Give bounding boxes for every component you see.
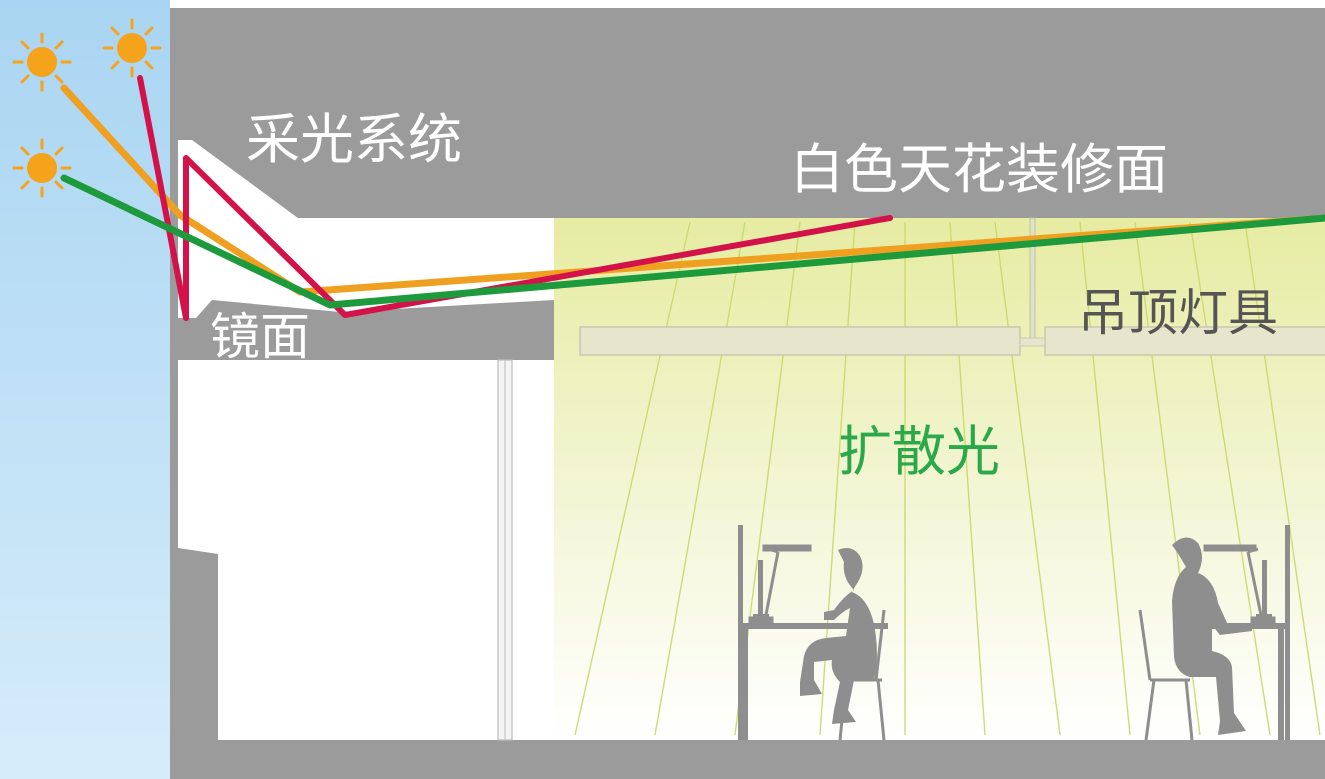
- person-silhouette: [1172, 537, 1252, 735]
- ray-orange: [60, 84, 1325, 296]
- desk-top: [738, 623, 888, 629]
- low-cabinet: [178, 548, 218, 740]
- luminaire-joint: [1019, 337, 1046, 347]
- corridor-interior: [178, 360, 554, 740]
- desk-lamp-icon: [748, 544, 812, 625]
- label-daylighting-system: 采光系统: [246, 108, 462, 171]
- sun-icon: [102, 18, 162, 78]
- monitor-icon: [1256, 560, 1272, 620]
- building-frame-left: [170, 8, 178, 779]
- light-rays: [60, 75, 1325, 321]
- chair-icon: [838, 609, 886, 741]
- chair-icon: [1138, 609, 1194, 741]
- desk-leg: [1278, 629, 1284, 740]
- label-diffuse-light: 扩散光: [838, 420, 1000, 483]
- sun-icon: [12, 138, 72, 198]
- monitor-icon: [753, 560, 769, 620]
- desk-partition: [738, 525, 743, 740]
- floor-slab: [170, 740, 1325, 779]
- label-ceiling-luminaire: 吊顶灯具: [1078, 284, 1278, 342]
- sky: [0, 0, 170, 779]
- label-mirror: 镜面: [210, 308, 310, 366]
- desk-leg: [742, 629, 748, 740]
- duct-floor-slab: [178, 300, 554, 360]
- ray-red: [137, 75, 893, 321]
- ceiling-luminaire-left: [579, 326, 1021, 356]
- workstation-2: [1138, 525, 1290, 741]
- label-white-ceiling: 白色天花装修面: [790, 138, 1168, 201]
- diffuse-light-rays: [574, 221, 1321, 736]
- desk-partition: [1285, 525, 1290, 740]
- ceiling-slab: [170, 8, 1325, 218]
- workstation-1: [738, 525, 888, 741]
- ray-green: [60, 174, 1325, 309]
- sun-icon: [12, 32, 72, 92]
